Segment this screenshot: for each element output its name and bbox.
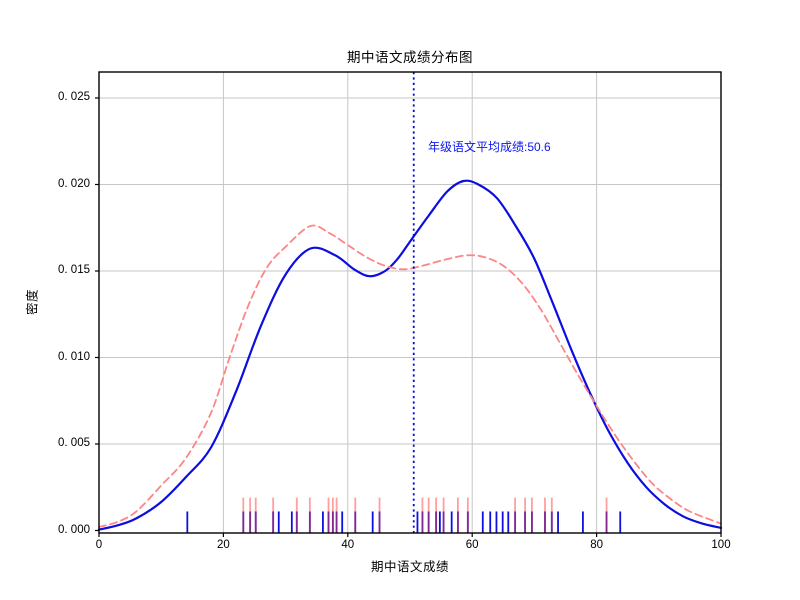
y-tick-label: 0. 020 <box>58 177 90 190</box>
y-axis-label: 密度 <box>25 288 40 316</box>
y-tick-label: 0. 000 <box>58 523 90 536</box>
mean-annotation: 年级语文平均成绩:50.6 <box>428 140 551 154</box>
x-tick-label: 100 <box>711 539 731 551</box>
axes-spines <box>98 71 722 534</box>
y-tick-label: 0. 015 <box>58 264 90 276</box>
kde-solid-blue-curve <box>97 179 723 531</box>
y-tick-label: 0. 010 <box>58 350 90 363</box>
y-tick-label: 0. 005 <box>58 437 90 449</box>
chart-title: 期中语文成绩分布图 <box>347 50 473 65</box>
y-tick-label: 0. 025 <box>58 91 90 103</box>
x-tick-label: 40 <box>341 539 355 551</box>
x-tick-label: 20 <box>216 539 230 551</box>
x-tick-label: 0 <box>95 539 103 551</box>
x-tick-label: 60 <box>465 539 479 551</box>
x-axis-label: 期中语文成绩 <box>370 560 449 574</box>
x-tick-label: 80 <box>590 539 603 551</box>
